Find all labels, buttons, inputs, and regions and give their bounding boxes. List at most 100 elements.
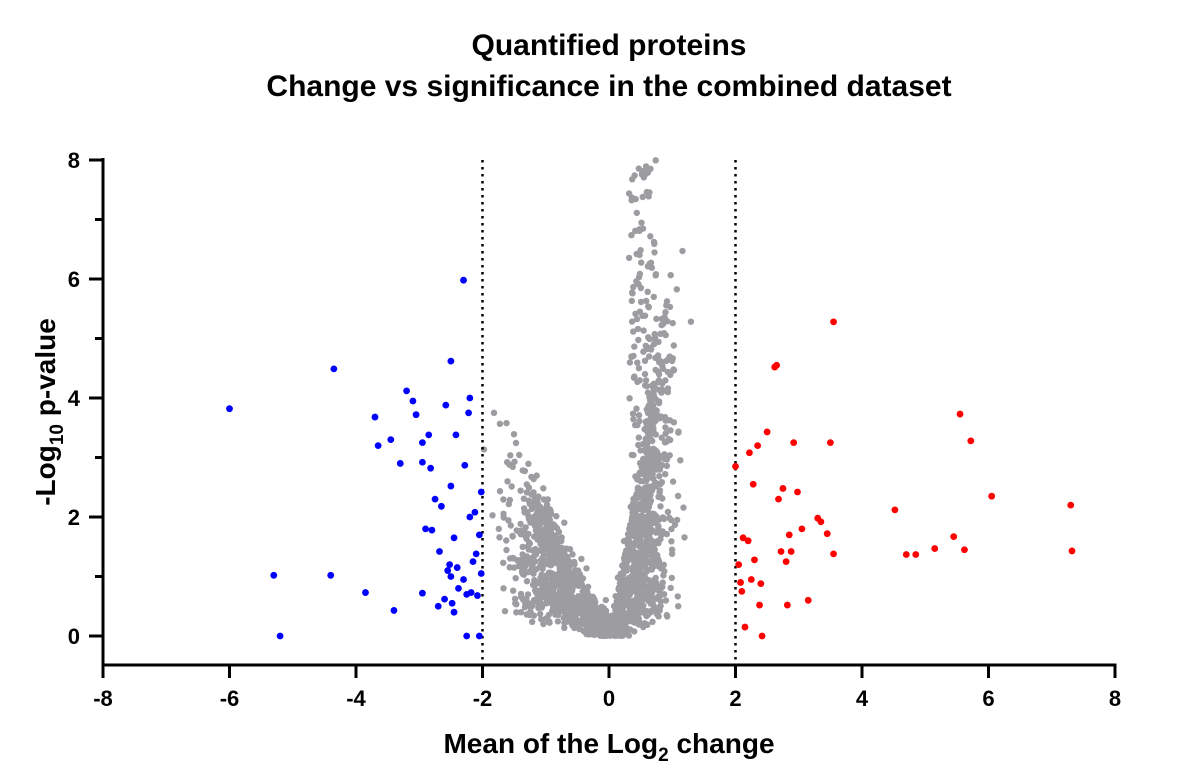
non-significant-point — [635, 412, 643, 419]
non-significant-point — [663, 357, 670, 364]
non-significant-point — [543, 598, 550, 605]
non-significant-point — [645, 402, 652, 410]
non-significant-point — [598, 622, 605, 629]
non-significant-point — [507, 522, 514, 529]
non-significant-point — [633, 606, 640, 613]
non-significant-point — [572, 615, 579, 622]
non-significant-point — [609, 616, 617, 624]
downregulated-point — [422, 525, 429, 533]
non-significant-point — [647, 585, 654, 593]
non-significant-point — [637, 447, 644, 454]
non-significant-point — [535, 526, 542, 533]
non-significant-point — [655, 613, 662, 620]
downregulated-point — [327, 571, 335, 579]
non-significant-point — [662, 430, 669, 437]
non-significant-point — [621, 584, 628, 591]
non-significant-point — [628, 353, 635, 360]
non-significant-point — [642, 163, 650, 170]
non-significant-point — [588, 619, 595, 627]
upregulated-point — [956, 410, 964, 418]
upregulated-point — [988, 492, 996, 500]
non-significant-point — [567, 593, 574, 601]
downregulated-point — [447, 357, 455, 365]
non-significant-point — [584, 606, 592, 613]
downregulated-point — [452, 431, 460, 439]
non-significant-point — [631, 572, 638, 579]
non-significant-point — [687, 318, 695, 325]
non-significant-point — [519, 543, 526, 551]
non-significant-point — [592, 598, 599, 606]
non-significant-point — [536, 610, 544, 618]
non-significant-point — [666, 514, 673, 521]
non-significant-point — [638, 219, 645, 226]
y-axis-label: -Log10 p-value — [30, 318, 68, 506]
downregulated-point — [469, 558, 477, 566]
non-significant-point — [528, 473, 535, 481]
non-significant-point — [632, 513, 640, 520]
non-significant-point — [646, 260, 653, 268]
non-significant-point — [540, 485, 547, 492]
non-significant-point — [530, 502, 538, 510]
non-significant-point — [623, 547, 631, 555]
non-significant-point — [643, 297, 650, 305]
non-significant-point — [668, 574, 675, 582]
non-significant-point — [639, 193, 646, 201]
non-significant-point — [636, 459, 644, 467]
upregulated-point — [754, 442, 762, 449]
non-significant-point — [630, 416, 637, 423]
non-significant-point — [661, 451, 668, 458]
upregulated-point — [785, 531, 793, 539]
non-significant-point — [628, 194, 636, 201]
upregulated-point — [891, 506, 899, 514]
non-significant-point — [645, 353, 653, 360]
non-significant-point — [529, 618, 536, 625]
non-significant-point — [544, 496, 551, 503]
non-significant-point — [677, 457, 684, 464]
non-significant-point — [566, 610, 573, 617]
non-significant-point — [644, 567, 651, 575]
downregulated-point — [471, 508, 479, 516]
non-significant-point — [651, 330, 658, 338]
non-significant-point — [637, 536, 644, 543]
downregulated-point — [447, 573, 455, 580]
non-significant-point — [556, 602, 564, 609]
non-significant-point — [650, 449, 657, 457]
non-significant-point — [663, 298, 671, 305]
non-significant-point — [599, 628, 606, 635]
non-significant-point — [506, 461, 513, 468]
non-significant-point — [649, 600, 656, 608]
non-significant-point — [647, 233, 654, 240]
non-significant-point — [569, 551, 576, 558]
non-significant-point — [631, 558, 639, 565]
non-significant-point — [649, 483, 657, 490]
non-significant-point — [600, 605, 607, 612]
x-tick-label: 6 — [982, 686, 994, 711]
non-significant-point — [585, 627, 592, 634]
downregulated-point — [403, 387, 410, 395]
downregulated-point — [475, 632, 483, 640]
non-significant-point — [649, 510, 656, 517]
downregulated-point — [463, 632, 471, 640]
non-significant-point — [659, 583, 666, 591]
non-significant-point — [543, 501, 551, 508]
upregulated-point — [817, 518, 825, 526]
non-significant-point — [652, 579, 660, 587]
non-significant-point — [623, 613, 630, 621]
non-significant-point — [641, 312, 649, 319]
non-significant-point — [628, 318, 636, 325]
non-significant-point — [555, 571, 562, 579]
non-significant-point — [652, 412, 659, 419]
non-significant-point — [670, 342, 677, 349]
non-significant-point — [662, 377, 669, 384]
non-significant-point — [536, 511, 544, 518]
non-significant-point — [584, 589, 591, 596]
non-significant-point — [545, 558, 553, 565]
non-significant-point — [662, 424, 669, 431]
non-significant-point — [644, 169, 652, 176]
downregulated-point — [419, 589, 426, 597]
non-significant-point — [640, 575, 647, 582]
non-significant-point — [637, 284, 645, 292]
non-significant-point — [564, 576, 572, 583]
non-significant-point — [635, 365, 643, 372]
non-significant-point — [639, 582, 647, 589]
